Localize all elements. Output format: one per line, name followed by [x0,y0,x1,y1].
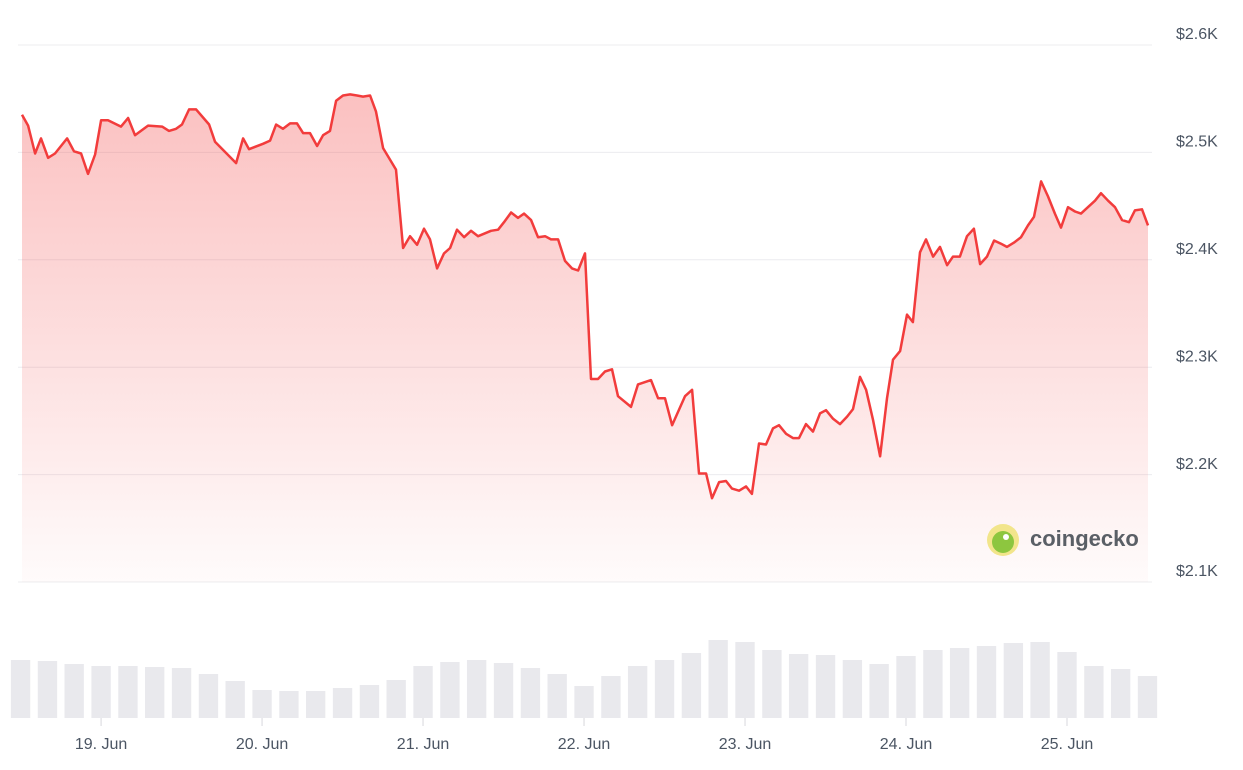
price-area [22,94,1148,583]
volume-bar [440,662,460,718]
x-tick-label: 24. Jun [880,736,932,753]
volume-bar [198,674,219,718]
volume-bar [708,640,728,718]
x-tick-label: 19. Jun [75,736,127,753]
volume-bar [520,668,541,718]
volume-bar [118,666,138,718]
volume-bar [762,650,782,718]
volume-bar [359,685,380,718]
volume-bar [1003,643,1024,718]
volume-bar [1084,666,1104,718]
volume-bar [654,660,675,718]
volume-bar [1137,676,1158,718]
volume-bar [466,660,487,718]
volume-bar [976,646,997,718]
price-line [20,93,1150,500]
logo-head [992,531,1014,553]
volume-bar [735,642,755,718]
volume-bar [1110,669,1131,718]
y-tick-label: $2.2K [1176,456,1218,473]
volume-bar [10,660,31,718]
x-tick-label: 22. Jun [558,736,610,753]
x-tick-label: 23. Jun [719,736,771,753]
volume-bar [332,688,353,718]
volume-bar [305,691,326,718]
volume-bar [1030,642,1050,718]
volume-bar [64,664,84,718]
y-tick-label: $2.6K [1176,26,1218,43]
watermark-text: coingecko [1030,526,1139,551]
volume-bar [627,666,648,718]
volume-bar [788,654,809,718]
volume-bar [815,655,836,718]
y-tick-label: $2.3K [1176,348,1218,365]
volume-bar [842,660,863,718]
volume-bar [279,691,299,718]
volume-bar [171,668,192,718]
volume-bar [1057,652,1077,718]
x-tick-label: 25. Jun [1041,736,1093,753]
volume-bar [145,667,165,718]
volume-bar [386,680,406,718]
x-tick-label: 21. Jun [397,736,449,753]
volume-bar [681,653,702,718]
volume-bar [413,666,433,718]
y-tick-label: $2.4K [1176,241,1218,258]
volume-bar [896,656,916,718]
volume-bar [547,674,567,718]
y-tick-label: $2.5K [1176,134,1218,151]
watermark: coingecko [987,524,1139,556]
volume-bar [91,666,111,718]
y-tick-label: $2.1K [1176,563,1218,580]
volume-bar [252,690,272,718]
volume-bar [949,648,970,718]
volume-bar [493,663,514,718]
volume-bar [574,686,594,718]
volume-bar [601,676,621,718]
volume-bar [37,661,58,718]
logo-eye [1003,534,1009,540]
x-tick-label: 20. Jun [236,736,288,753]
volume-bar [923,650,943,718]
volume-bar [225,681,245,718]
volume-bar [869,664,889,718]
